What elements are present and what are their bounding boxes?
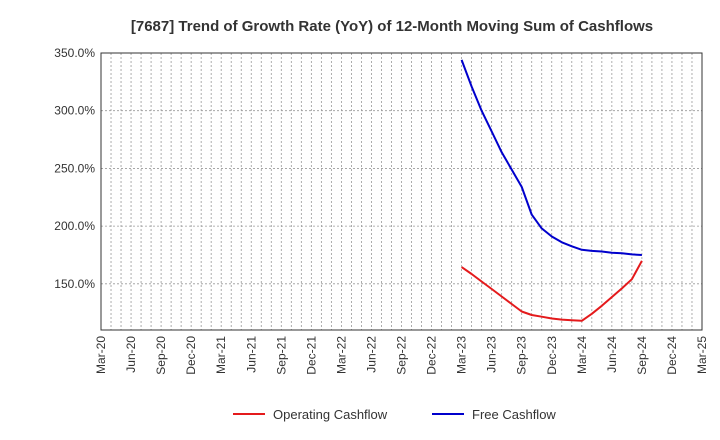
x-tick-label: Mar-23 — [455, 336, 469, 374]
series-line-free-cashflow — [460, 59, 642, 256]
legend-label-free-cashflow: Free Cashflow — [472, 407, 556, 422]
x-tick-label: Mar-21 — [214, 336, 228, 374]
x-axis: Mar-20 Jun-20 Sep-20 Dec-20 Mar-21 Jun-21 Sep-… — [94, 336, 709, 375]
grid — [101, 52, 702, 330]
legend-label-operating-cashflow: Operating Cashflow — [273, 407, 388, 422]
x-tick-label: Sep-23 — [515, 336, 529, 375]
chart-title: [7687] Trend of Growth Rate (YoY) of 12-… — [131, 18, 653, 35]
y-tick-label: 150.0% — [54, 277, 95, 291]
x-tick-label: Jun-22 — [364, 336, 378, 373]
x-tick-label: Dec-22 — [425, 336, 439, 375]
y-tick-label: 200.0% — [54, 219, 95, 233]
x-tick-label: Sep-20 — [154, 336, 168, 375]
plot-frame — [100, 52, 703, 331]
y-axis: 150.0% 200.0% 250.0% 300.0% 350.0% — [54, 46, 95, 291]
x-tick-label: Mar-20 — [94, 336, 108, 374]
x-tick-label: Mar-25 — [695, 336, 709, 374]
legend: Operating Cashflow Free Cashflow — [233, 407, 556, 422]
x-tick-label: Sep-22 — [395, 336, 409, 375]
x-tick-label: Jun-21 — [244, 336, 258, 373]
series-layer — [460, 59, 643, 322]
x-tick-label: Sep-21 — [274, 336, 288, 375]
series-line-operating-cashflow — [461, 260, 643, 322]
x-tick-label: Dec-24 — [665, 336, 679, 375]
y-tick-label: 300.0% — [54, 104, 95, 118]
y-tick-label: 250.0% — [54, 161, 95, 175]
y-tick-label: 350.0% — [54, 46, 95, 60]
x-tick-label: Jun-20 — [124, 336, 138, 373]
x-tick-label: Dec-20 — [184, 336, 198, 375]
x-tick-label: Jun-24 — [605, 336, 619, 373]
x-tick-label: Sep-24 — [635, 336, 649, 375]
x-tick-label: Dec-23 — [545, 336, 559, 375]
x-tick-label: Mar-22 — [334, 336, 348, 374]
x-tick-label: Dec-21 — [304, 336, 318, 375]
x-tick-label: Mar-24 — [575, 336, 589, 374]
x-tick-label: Jun-23 — [485, 336, 499, 373]
